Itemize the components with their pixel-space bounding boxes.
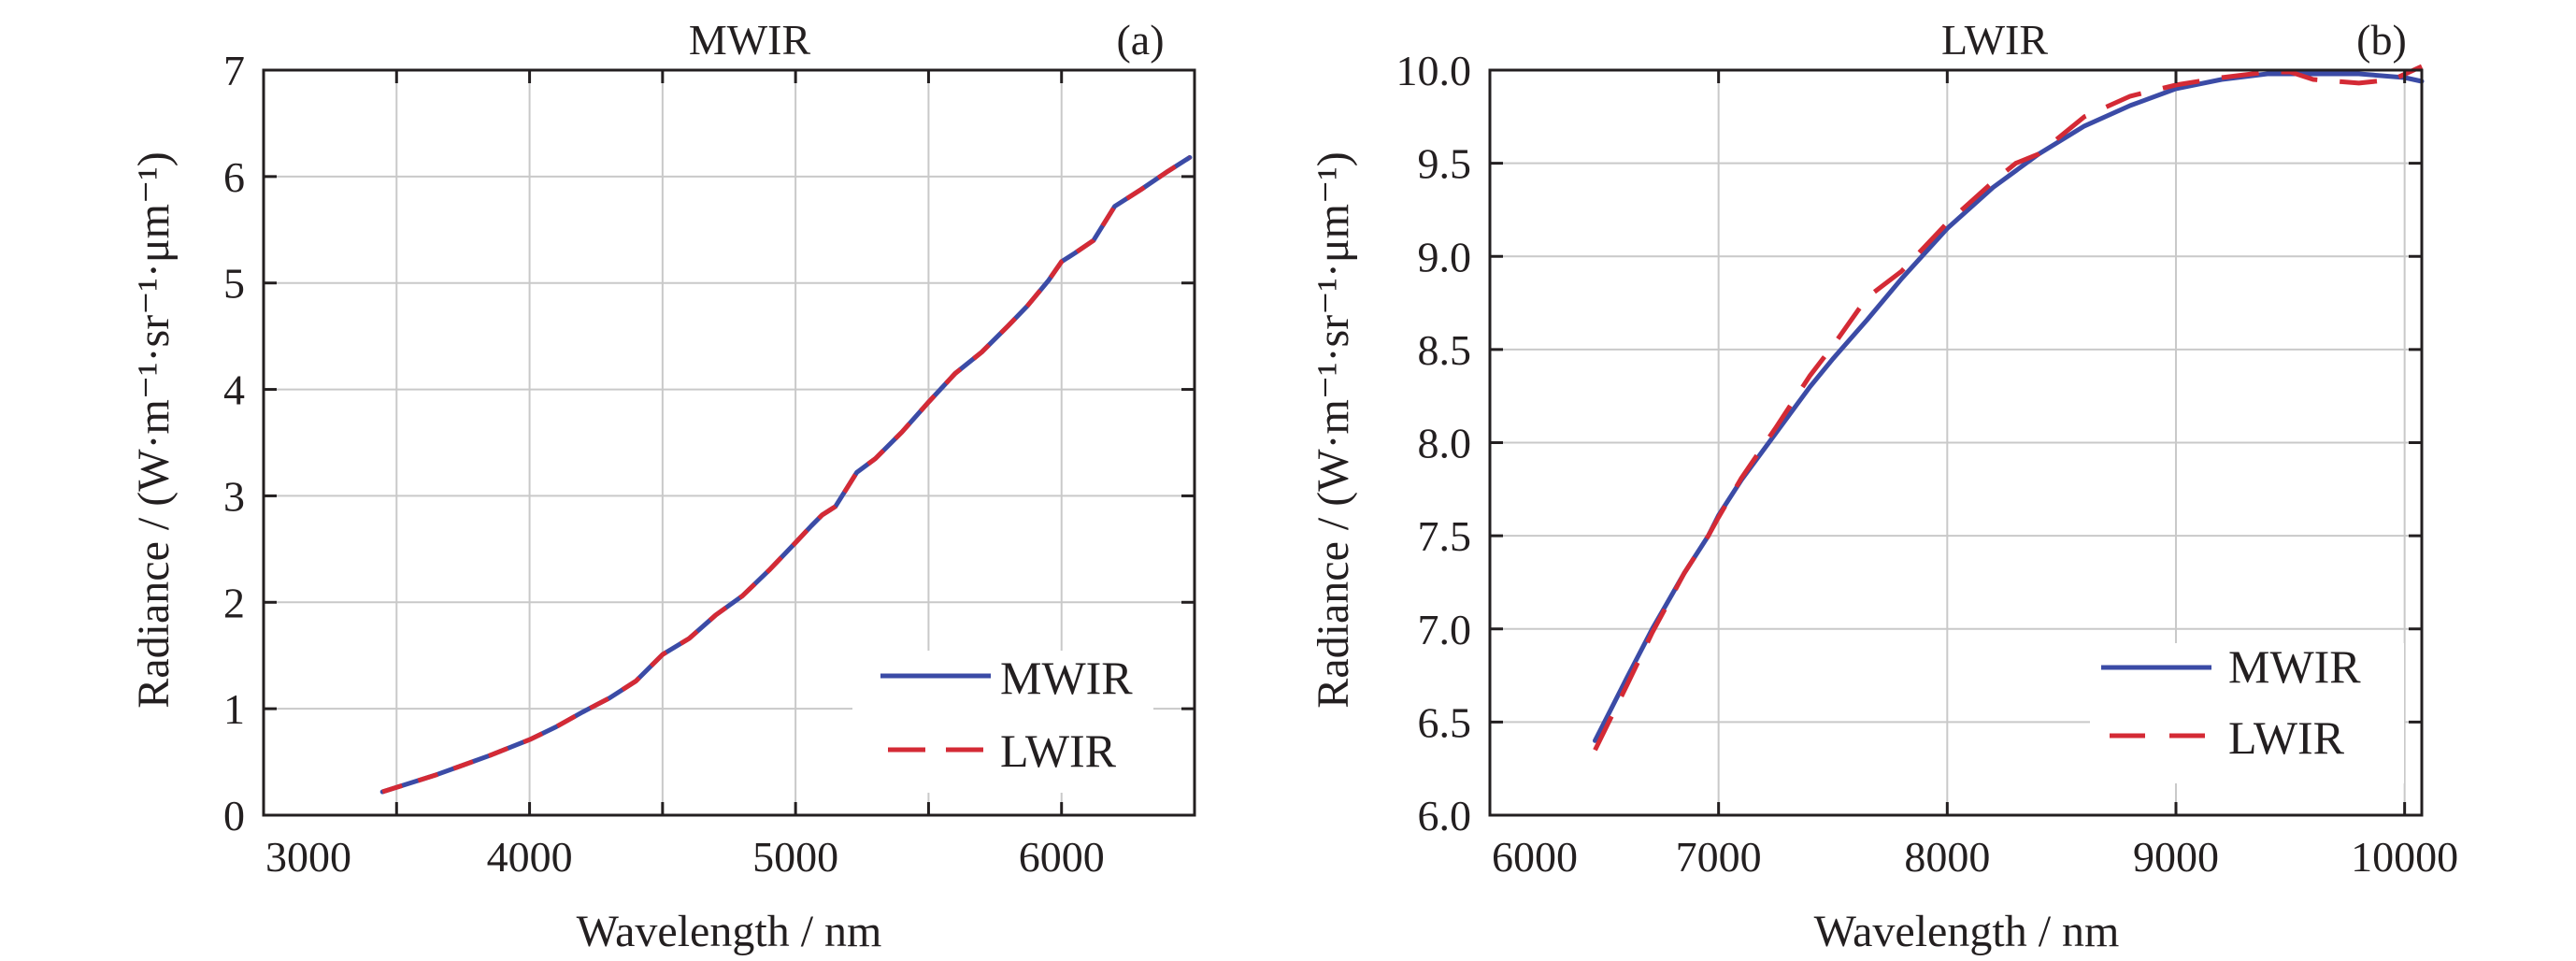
series-lwir <box>1593 64 2424 752</box>
panel-label: (b) <box>2356 16 2407 64</box>
legend-label-lwir: LWIR <box>1000 724 1117 777</box>
legend: MWIR LWIR <box>852 651 1153 793</box>
y-tick-label: 4 <box>223 366 245 414</box>
series-lwir <box>381 155 1192 795</box>
y-tick-label: 0 <box>223 792 245 839</box>
y-tick-label: 6.0 <box>1418 792 1472 839</box>
panel-b: MWIR LWIR 6.0 6.5 7.0 7.5 8.0 8.5 9.0 9.5 10.0 60… <box>1309 16 2458 956</box>
panel-a: MWIR LWIR 0 1 2 3 4 5 6 7 3000 4000 5000 6000 MWIR … <box>129 16 1196 956</box>
chart-title: MWIR <box>689 16 811 64</box>
x-tick-label: 5000 <box>752 833 838 881</box>
ticks: 0 1 2 3 4 5 6 7 3000 4000 5000 6000 <box>223 47 1195 881</box>
y-tick-label: 7.5 <box>1418 512 1472 560</box>
y-axis-label: Radiance / (W·m⁻¹·sr⁻¹·μm⁻¹) <box>1309 151 1358 708</box>
legend: MWIR LWIR <box>2090 640 2404 783</box>
x-tick-label: 7000 <box>1676 833 1762 881</box>
grid <box>1490 70 2422 815</box>
y-tick-label: 9.0 <box>1418 233 1472 280</box>
y-tick-label: 5 <box>223 260 245 308</box>
x-tick-label: 6000 <box>1019 833 1105 881</box>
y-tick-label: 1 <box>223 685 245 733</box>
legend-label-mwir: MWIR <box>2228 640 2361 693</box>
y-tick-label: 7.0 <box>1418 606 1472 653</box>
y-tick-label: 7 <box>223 47 245 94</box>
y-axis-label: Radiance / (W·m⁻¹·sr⁻¹·μm⁻¹) <box>129 151 179 708</box>
x-axis-label: Wavelength / nm <box>577 907 882 956</box>
legend-label-lwir: LWIR <box>2228 711 2345 764</box>
series-mwir <box>1593 71 2425 743</box>
x-tick-label: 8000 <box>1904 833 1990 881</box>
x-tick-label: 3000 <box>265 833 351 881</box>
axes-frame <box>262 68 1196 817</box>
ticks: 6.0 6.5 7.0 7.5 8.0 8.5 9.0 9.5 10.0 6000 7000 8000… <box>1396 47 2459 881</box>
y-tick-label: 2 <box>223 579 245 626</box>
x-tick-label: 4000 <box>487 833 573 881</box>
y-tick-label: 6.5 <box>1418 698 1472 746</box>
x-axis-label: Wavelength / nm <box>1814 907 2120 956</box>
plot-area <box>1593 64 2425 752</box>
y-tick-label: 8.5 <box>1418 326 1472 374</box>
plot-area <box>379 154 1193 795</box>
x-tick-label: 9000 <box>2133 833 2219 881</box>
panel-label: (a) <box>1116 16 1164 64</box>
x-tick-label: 6000 <box>1492 833 1578 881</box>
x-tick-label: 10000 <box>2351 833 2458 881</box>
y-tick-label: 10.0 <box>1396 47 1472 94</box>
legend-label-mwir: MWIR <box>1000 652 1133 704</box>
y-tick-label: 9.5 <box>1418 140 1472 188</box>
grid <box>264 70 1195 815</box>
y-tick-label: 8.0 <box>1418 420 1472 467</box>
chart-title: LWIR <box>1941 16 2048 64</box>
y-tick-label: 6 <box>223 153 245 201</box>
y-tick-label: 3 <box>223 472 245 520</box>
